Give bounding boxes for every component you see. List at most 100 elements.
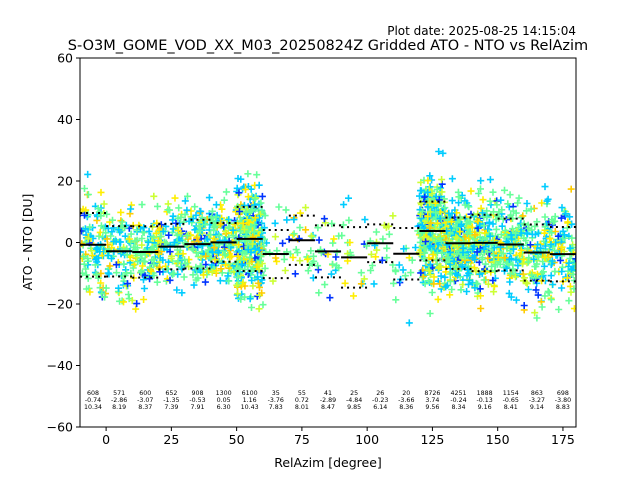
data-point bbox=[562, 210, 570, 218]
data-point bbox=[215, 232, 223, 240]
data-point bbox=[392, 296, 400, 304]
data-point bbox=[210, 237, 218, 245]
data-point bbox=[80, 240, 86, 248]
data-point bbox=[479, 254, 486, 261]
data-point bbox=[189, 271, 197, 279]
data-point bbox=[251, 221, 259, 229]
data-point bbox=[205, 194, 213, 202]
data-point bbox=[88, 247, 95, 255]
data-point bbox=[446, 277, 454, 285]
data-point bbox=[523, 207, 530, 215]
data-point bbox=[541, 254, 549, 262]
data-point bbox=[167, 254, 175, 262]
data-point bbox=[463, 230, 471, 237]
data-point bbox=[84, 191, 92, 198]
data-point bbox=[248, 206, 256, 213]
x-tick-label: 100 bbox=[355, 432, 379, 447]
data-point bbox=[476, 285, 484, 293]
data-point bbox=[132, 249, 140, 257]
data-point bbox=[222, 227, 229, 235]
data-point bbox=[329, 260, 336, 268]
data-point bbox=[477, 305, 485, 312]
data-point bbox=[456, 228, 464, 236]
data-point bbox=[400, 245, 408, 253]
data-point bbox=[81, 211, 88, 219]
data-point bbox=[246, 295, 254, 303]
data-point bbox=[225, 216, 233, 224]
bin-std-label: 8.41 bbox=[504, 404, 518, 411]
data-point bbox=[439, 149, 447, 157]
data-point bbox=[478, 235, 486, 243]
data-point bbox=[307, 247, 315, 255]
data-point bbox=[109, 239, 117, 247]
data-point bbox=[419, 207, 426, 215]
data-point bbox=[258, 289, 266, 297]
data-point bbox=[330, 235, 338, 243]
data-point bbox=[452, 233, 460, 241]
data-point bbox=[531, 309, 539, 317]
data-point bbox=[433, 257, 441, 264]
data-point bbox=[473, 248, 481, 256]
data-point bbox=[515, 194, 523, 202]
bin-count-label: 35 bbox=[272, 390, 280, 397]
data-point bbox=[547, 241, 555, 248]
data-point bbox=[149, 223, 156, 231]
data-point bbox=[193, 249, 200, 257]
data-point bbox=[556, 256, 564, 264]
data-point bbox=[424, 188, 432, 196]
data-point bbox=[247, 207, 255, 215]
data-point bbox=[444, 230, 452, 238]
data-point bbox=[235, 189, 243, 197]
data-point bbox=[233, 281, 241, 289]
data-point bbox=[197, 253, 205, 261]
data-point bbox=[428, 289, 436, 296]
data-point bbox=[326, 294, 334, 302]
bin-count-label: 608 bbox=[87, 390, 99, 397]
data-point bbox=[538, 269, 546, 277]
data-point bbox=[192, 276, 200, 284]
data-point bbox=[391, 266, 399, 274]
data-point bbox=[107, 232, 115, 240]
bin-count-label: 20 bbox=[402, 390, 410, 397]
data-point bbox=[86, 223, 94, 231]
data-point bbox=[184, 192, 191, 200]
data-point bbox=[434, 295, 442, 303]
data-point bbox=[566, 213, 574, 221]
data-point bbox=[452, 264, 460, 271]
bin-stat-label: 25-4.849.85 bbox=[346, 390, 362, 411]
data-point bbox=[320, 215, 328, 223]
data-point bbox=[486, 176, 494, 184]
data-point bbox=[106, 262, 114, 270]
data-point bbox=[457, 220, 465, 228]
data-point bbox=[534, 291, 542, 299]
data-point bbox=[480, 245, 488, 253]
data-point bbox=[173, 286, 181, 294]
data-point bbox=[506, 278, 514, 286]
bin-mean-label: -4.84 bbox=[346, 397, 362, 404]
data-point bbox=[251, 214, 259, 222]
data-point bbox=[271, 233, 279, 241]
data-point bbox=[154, 247, 162, 255]
data-point bbox=[443, 253, 451, 261]
data-point bbox=[235, 241, 242, 249]
data-point bbox=[531, 222, 539, 230]
data-point bbox=[420, 245, 428, 253]
data-point bbox=[345, 216, 353, 224]
data-point bbox=[285, 235, 293, 243]
bin-stat-label: 600-3.078.37 bbox=[137, 390, 153, 411]
data-point bbox=[327, 270, 335, 278]
data-point bbox=[530, 255, 538, 263]
data-point bbox=[345, 194, 352, 202]
data-point bbox=[497, 231, 505, 238]
data-point bbox=[344, 250, 352, 258]
bin-count-label: 908 bbox=[191, 390, 203, 397]
data-point bbox=[172, 219, 180, 227]
data-point bbox=[458, 263, 466, 271]
data-point bbox=[440, 205, 447, 213]
data-point bbox=[428, 189, 436, 197]
data-point bbox=[531, 263, 539, 270]
bin-count-label: 25 bbox=[350, 390, 358, 397]
data-point bbox=[558, 284, 566, 292]
data-point bbox=[103, 210, 111, 218]
bin-std-label: 6.14 bbox=[373, 404, 387, 411]
